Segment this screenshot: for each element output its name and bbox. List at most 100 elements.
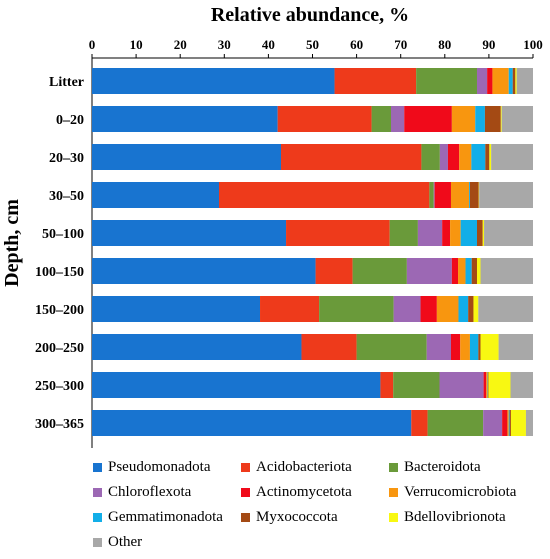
bar-segment (92, 334, 302, 360)
bar-segment (92, 410, 412, 436)
bar-segment (301, 334, 357, 360)
bar-segment (476, 220, 483, 246)
y-category-label: 200–250 (35, 341, 84, 356)
legend-label: Other (108, 533, 143, 550)
x-tick-label: 10 (130, 37, 143, 52)
bar-segment (426, 334, 451, 360)
bar-segment (478, 296, 533, 322)
bar-segment (420, 296, 437, 322)
y-axis: Litter 0–20 20–30 30–50 50–100 100–150 150–200… (35, 58, 93, 448)
legend-item: Bdellovibrionota (389, 508, 506, 526)
bar-segment (92, 144, 281, 170)
bar-segment (416, 68, 477, 94)
bar-segment (390, 106, 405, 132)
bar-segment (516, 68, 533, 94)
bar-segment (488, 372, 511, 398)
legend-swatch (389, 512, 398, 522)
bar-segment (469, 334, 479, 360)
bar-segment (515, 68, 517, 94)
bar-segment (393, 372, 440, 398)
bar-segment (458, 258, 466, 284)
legend-swatch (389, 462, 398, 472)
x-tick-label: 90 (482, 37, 495, 52)
x-tick-label: 0 (89, 37, 96, 52)
bar-segment (476, 68, 488, 94)
legend-swatch (93, 512, 102, 522)
bar-segment (480, 334, 499, 360)
legend-swatch (241, 487, 250, 497)
bar-segment (473, 296, 479, 322)
legend-swatch (93, 487, 102, 497)
bar-segment (219, 182, 430, 208)
legend-swatch (389, 487, 398, 497)
legend-label: Acidobacteriota (256, 458, 352, 475)
bar-segment (286, 220, 390, 246)
bar-segment (509, 410, 511, 436)
legend-item: Myxococcota (241, 508, 338, 526)
bar-segment (508, 68, 513, 94)
bar-segment (436, 296, 459, 322)
legend-label: Pseudomonadota (108, 458, 211, 475)
bar-segment (92, 258, 316, 284)
bar-segment (465, 258, 472, 284)
legend-swatch (241, 512, 250, 522)
legend-swatch (93, 462, 102, 472)
bar-segment (492, 68, 509, 94)
x-tick-label: 20 (174, 37, 187, 52)
legend-item: Gemmatimonadota (93, 508, 223, 526)
y-category-label: Litter (49, 75, 84, 90)
bar-segment (439, 372, 484, 398)
legend-item: Pseudomonadota (93, 458, 211, 476)
bar-segment (450, 182, 470, 208)
bar-segment (507, 410, 509, 436)
legend-label: Gemmatimonadota (108, 508, 223, 525)
bar-segment (479, 182, 533, 208)
legend-swatch (93, 537, 102, 547)
x-tick-label: 50 (306, 37, 319, 52)
bar-segment (450, 220, 461, 246)
bar-segment (482, 220, 485, 246)
bar-segment (421, 144, 440, 170)
bar-segment (334, 68, 417, 94)
bar-segment (489, 144, 492, 170)
legend-label: Bdellovibrionota (404, 508, 506, 525)
legend-item: Acidobacteriota (241, 458, 352, 476)
legend-label: Verrucomicrobiota (404, 483, 517, 500)
bar-segment (434, 182, 451, 208)
bar-segment (500, 106, 502, 132)
bar-segment (510, 372, 533, 398)
bar-segment (486, 372, 488, 398)
x-tick-label: 60 (350, 37, 363, 52)
bar-segment (92, 68, 335, 94)
bar-segment (502, 410, 508, 436)
bar-segment (471, 144, 486, 170)
bar-segment (501, 106, 533, 132)
bar-segment (476, 258, 481, 284)
bar-segment (478, 334, 481, 360)
bar-segment (92, 106, 278, 132)
x-tick-label: 40 (262, 37, 275, 52)
y-category-label: 150–200 (35, 303, 84, 318)
x-tick-label: 70 (394, 37, 407, 52)
bar-segment (442, 220, 451, 246)
legend-item: Other (93, 533, 142, 551)
bar-segment (480, 258, 533, 284)
bar-segment (389, 220, 418, 246)
x-tick-label: 30 (218, 37, 231, 52)
bar-segment (404, 106, 452, 132)
bar-segment (450, 334, 461, 360)
bar-segment (315, 258, 353, 284)
bar-segment (433, 182, 435, 208)
bar-segment (393, 296, 421, 322)
bar-segment (460, 334, 470, 360)
bar-segment (459, 144, 472, 170)
bar-segment (92, 372, 381, 398)
bars (92, 68, 533, 436)
bar-segment (92, 220, 287, 246)
bar-segment (525, 410, 533, 436)
bar-segment (427, 410, 484, 436)
bar-segment (411, 410, 428, 436)
bar-segment (356, 334, 427, 360)
legend-swatch (241, 462, 250, 472)
